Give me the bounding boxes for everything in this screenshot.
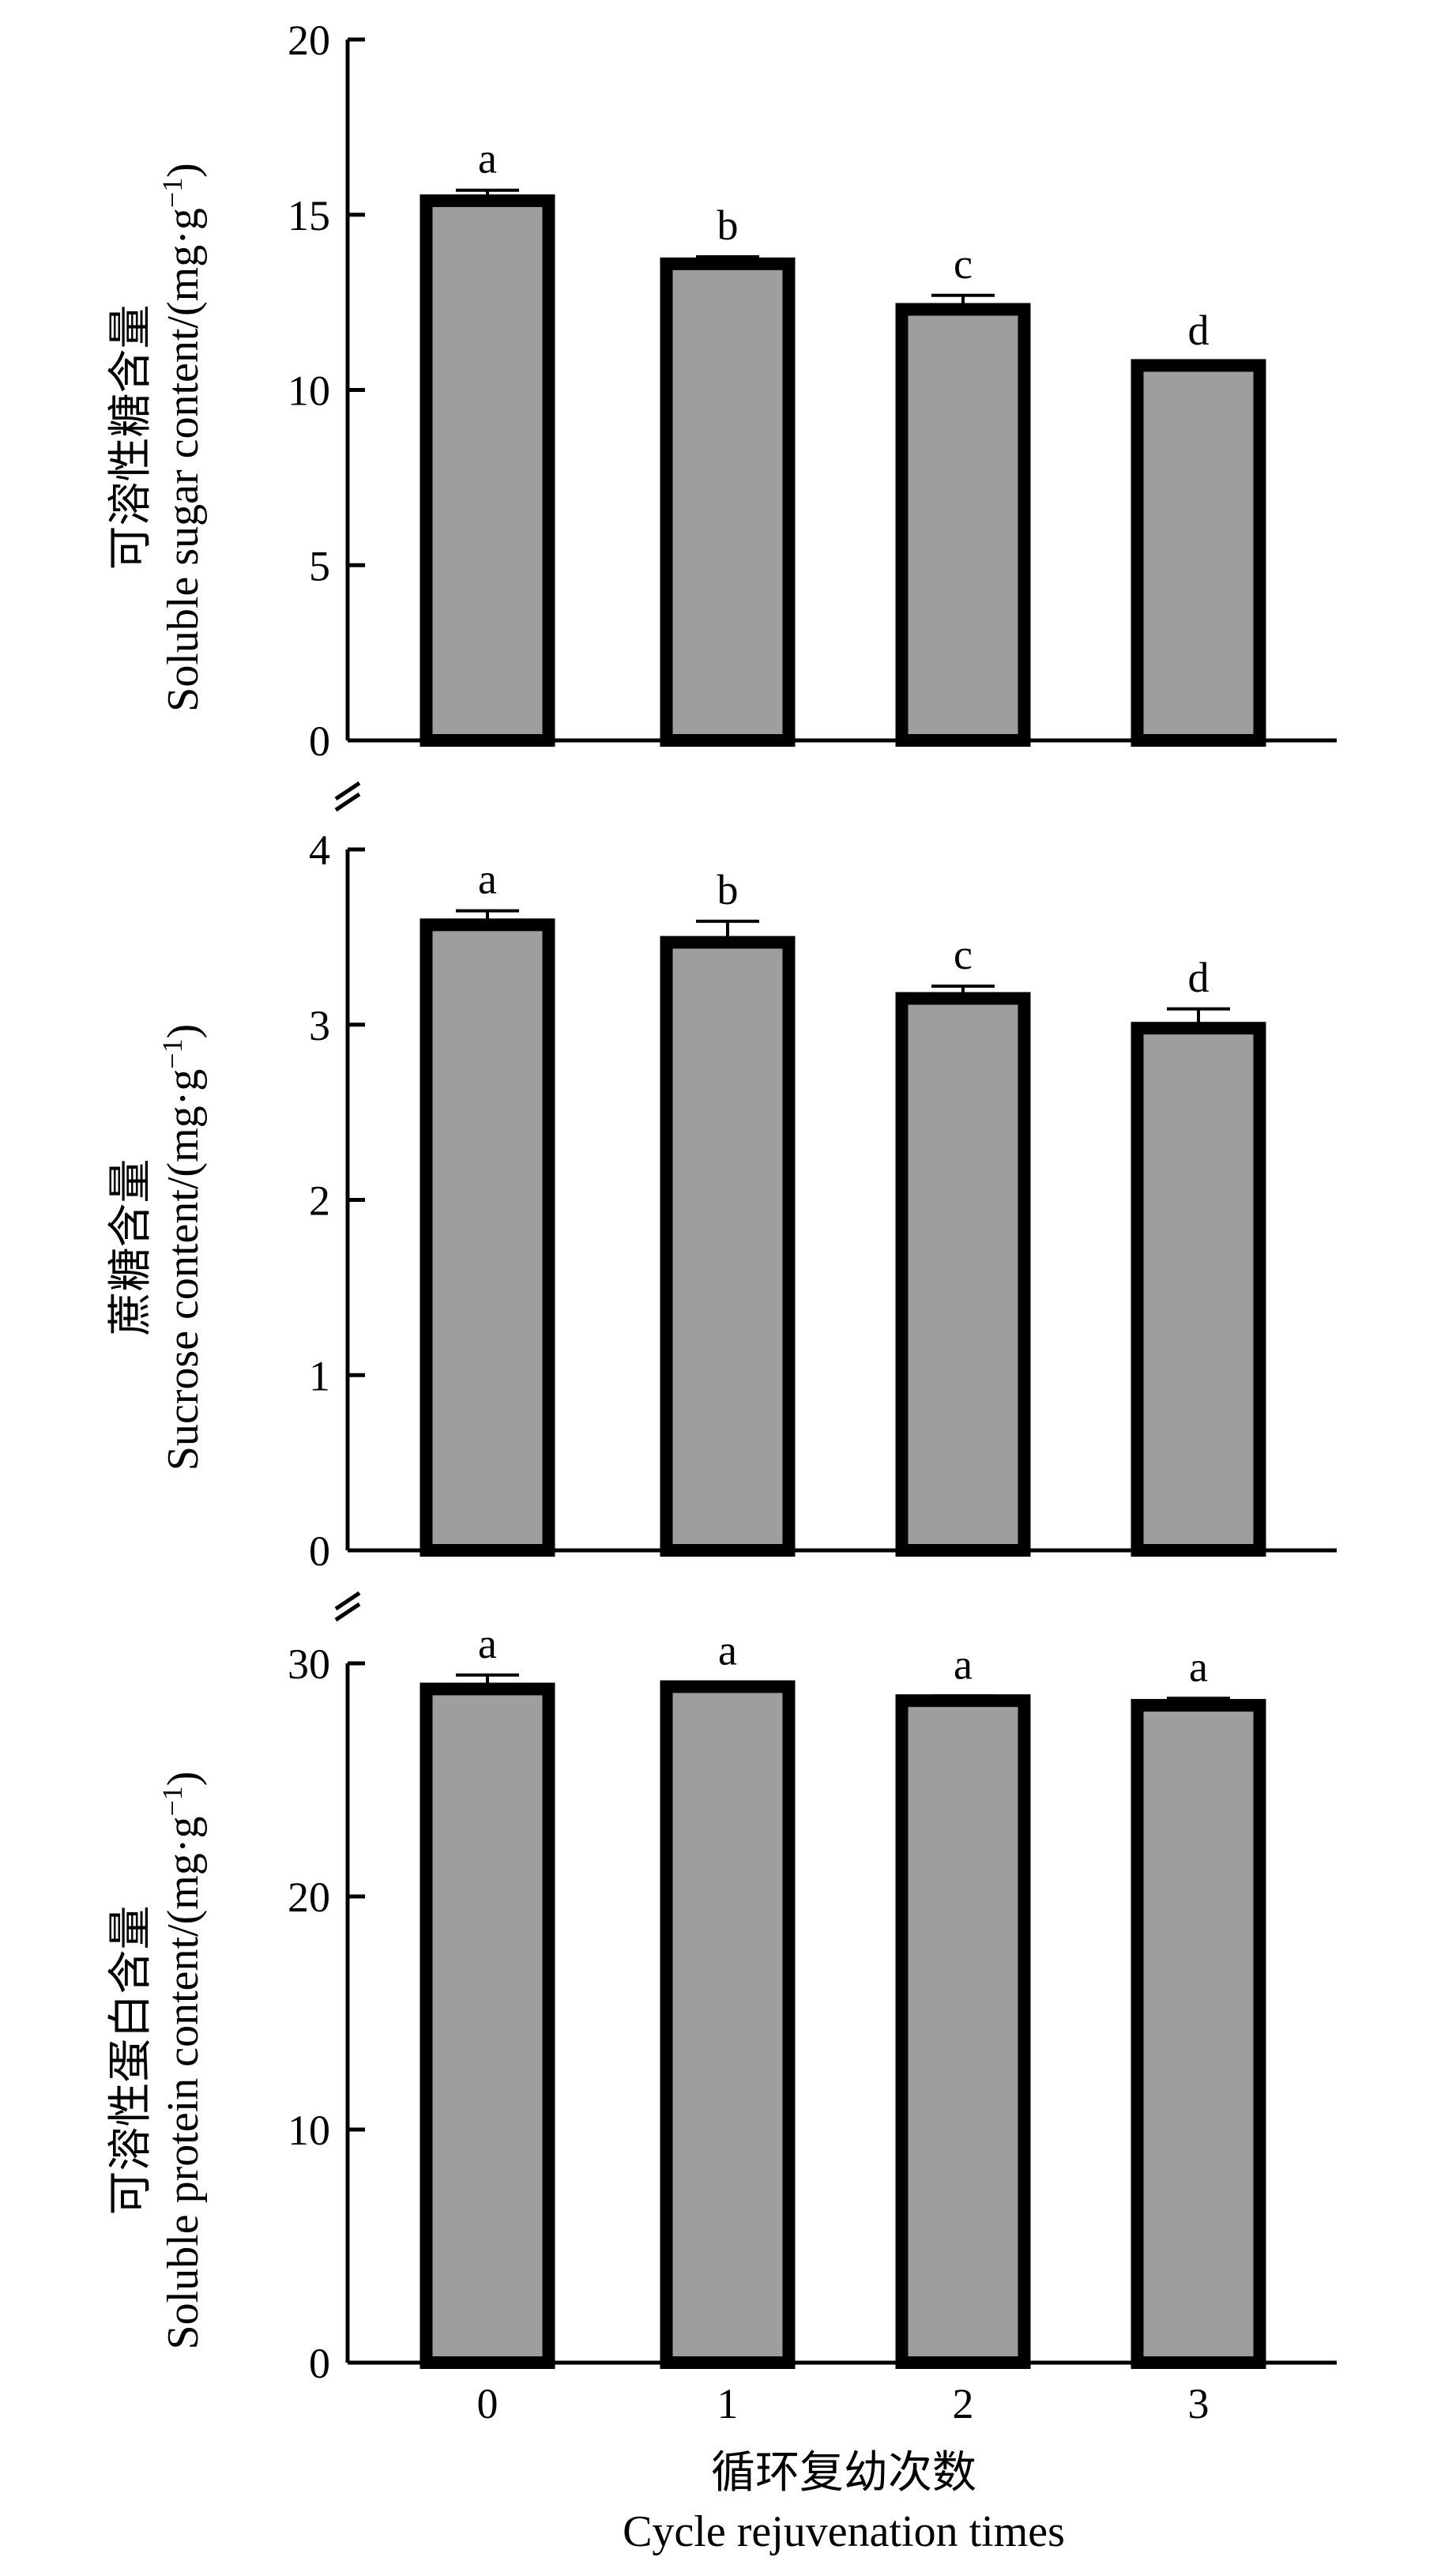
y-tick-label: 10 bbox=[288, 367, 330, 415]
x-axis-title-en: Cycle rejuvenation times bbox=[623, 2507, 1065, 2556]
y-axis-title: 蔗糖含量 Sucrose content/(mg·g−1) bbox=[107, 1024, 208, 1471]
bar-0 bbox=[419, 918, 555, 1557]
bar-0 bbox=[419, 1682, 555, 2369]
bar-1 bbox=[660, 257, 796, 747]
bar-3 bbox=[1131, 1699, 1266, 2370]
significance-letter: a bbox=[478, 1620, 497, 1667]
significance-letter: d bbox=[1188, 307, 1210, 354]
x-tick-labels: 0 1 2 3 bbox=[477, 2380, 1210, 2427]
y-tick-label: 2 bbox=[309, 1177, 330, 1225]
error-bar bbox=[696, 919, 759, 943]
axis-break-icon bbox=[334, 1591, 361, 1622]
y-tick-label: 0 bbox=[309, 717, 330, 765]
bar-1 bbox=[660, 1680, 796, 2369]
bar-1 bbox=[660, 936, 796, 1557]
y-axis-title-cn: 蔗糖含量 bbox=[107, 1159, 156, 1336]
significance-letter: d bbox=[1188, 954, 1210, 1001]
error-bar bbox=[931, 1694, 995, 1701]
panel-1: 0 1 2 3 4 a b c d 蔗糖含量 Sucrose content/(mg·g−1) bbox=[107, 827, 1337, 1622]
error-bar bbox=[931, 293, 995, 310]
panel-0: 0 5 10 15 20 a b c d 可溶性糖含量 Soluble sugar content/… bbox=[107, 17, 1337, 812]
significance-letter: c bbox=[954, 240, 973, 288]
error-bar bbox=[456, 188, 519, 201]
y-tick-label: 15 bbox=[288, 192, 330, 239]
error-bar bbox=[696, 1680, 759, 1687]
y-axis-title-en: Soluble protein content/(mg·g−1) bbox=[156, 1772, 208, 2350]
x-tick-label-3: 3 bbox=[1188, 2380, 1210, 2427]
y-axis-title-en: Soluble sugar content/(mg·g−1) bbox=[156, 163, 208, 712]
error-bar bbox=[1167, 1697, 1230, 1706]
y-tick-label: 0 bbox=[309, 2340, 330, 2387]
y-axis-title: 可溶性糖含量 Soluble sugar content/(mg·g−1) bbox=[107, 163, 208, 712]
bar-2 bbox=[895, 992, 1031, 1557]
significance-letter: b bbox=[717, 201, 739, 249]
significance-letter: a bbox=[478, 135, 497, 183]
panel-2: 0 10 20 30 a a a a 可溶性蛋白含量 Soluble protein conten… bbox=[107, 1620, 1337, 2387]
bar-2 bbox=[895, 303, 1031, 747]
significance-letter: a bbox=[718, 1627, 737, 1674]
y-axis-title-cn: 可溶性蛋白含量 bbox=[107, 1906, 156, 2216]
x-tick-label-0: 0 bbox=[477, 2380, 499, 2427]
y-tick-label: 0 bbox=[309, 1527, 330, 1575]
error-bar bbox=[1167, 360, 1230, 366]
bar-2 bbox=[895, 1694, 1031, 2369]
significance-letter: c bbox=[954, 931, 973, 978]
error-bar bbox=[931, 984, 995, 999]
y-tick-label: 10 bbox=[288, 2107, 330, 2154]
error-bar bbox=[696, 254, 759, 264]
error-bar bbox=[1167, 1007, 1230, 1029]
y-tick-label: 3 bbox=[309, 1002, 330, 1049]
y-tick-label: 20 bbox=[288, 1874, 330, 1921]
x-tick-label-2: 2 bbox=[953, 2380, 974, 2427]
y-tick-label: 20 bbox=[288, 17, 330, 64]
error-bar bbox=[456, 1673, 519, 1689]
axis-break-icon bbox=[334, 781, 361, 812]
significance-letter: a bbox=[478, 856, 497, 903]
bar-0 bbox=[419, 194, 555, 747]
y-tick-label: 4 bbox=[309, 827, 330, 874]
significance-letter: a bbox=[954, 1640, 973, 1688]
y-tick-label: 30 bbox=[288, 1640, 330, 1688]
y-tick-label: 5 bbox=[309, 542, 330, 589]
x-tick-label-1: 1 bbox=[717, 2380, 739, 2427]
y-tick-label: 1 bbox=[309, 1352, 330, 1399]
y-axis-title: 可溶性蛋白含量 Soluble protein content/(mg·g−1) bbox=[107, 1772, 208, 2350]
bar-3 bbox=[1131, 1022, 1266, 1557]
bar-3 bbox=[1131, 359, 1266, 747]
error-bar bbox=[456, 909, 519, 925]
significance-letter: b bbox=[717, 866, 739, 913]
x-axis-title-cn: 循环复幼次数 bbox=[711, 2449, 976, 2498]
y-axis-title-en: Sucrose content/(mg·g−1) bbox=[156, 1024, 208, 1471]
significance-letter: a bbox=[1189, 1643, 1208, 1690]
y-axis-title-cn: 可溶性糖含量 bbox=[107, 305, 156, 571]
